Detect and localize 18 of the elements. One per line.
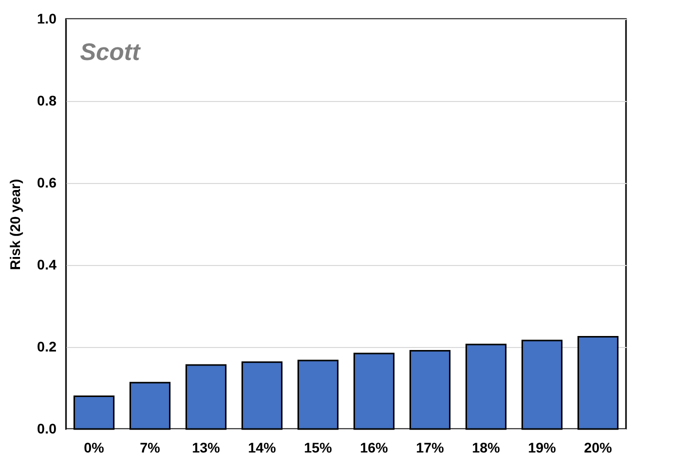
x-tick-label: 15% [304,440,333,456]
y-tick-label: 1.0 [37,10,57,26]
x-tick-label: 7% [140,440,161,456]
x-tick-label: 19% [528,440,557,456]
x-tick-label: 17% [416,440,445,456]
text: Scott [80,39,142,66]
x-tick-label: 13% [192,440,221,456]
x-tick-label: 14% [248,440,277,456]
x-tick-label: 0% [84,440,105,456]
x-tick-label: 16% [360,440,389,456]
y-tick-label: 0.6 [37,174,57,190]
y-tick-label: 0.4 [37,256,57,272]
y-tick-label: 0.2 [37,338,57,354]
y-axis-title: Risk (20 year) [7,178,24,270]
y-tick-label: 0.8 [37,92,57,108]
y-tick-label: 0.0 [37,420,57,436]
x-tick-label: 20% [584,440,613,456]
x-tick-label: 18% [472,440,501,456]
